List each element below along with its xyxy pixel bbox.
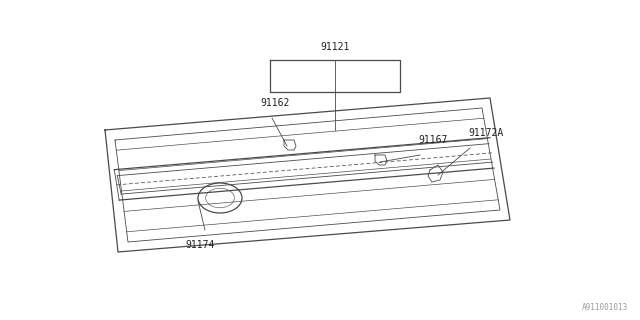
Text: 91172A: 91172A: [468, 128, 503, 138]
Text: 91162: 91162: [260, 98, 289, 108]
Text: A911001013: A911001013: [582, 303, 628, 312]
Text: 91121: 91121: [320, 42, 349, 52]
Text: 91174: 91174: [185, 240, 214, 250]
Text: 91167: 91167: [418, 135, 447, 145]
